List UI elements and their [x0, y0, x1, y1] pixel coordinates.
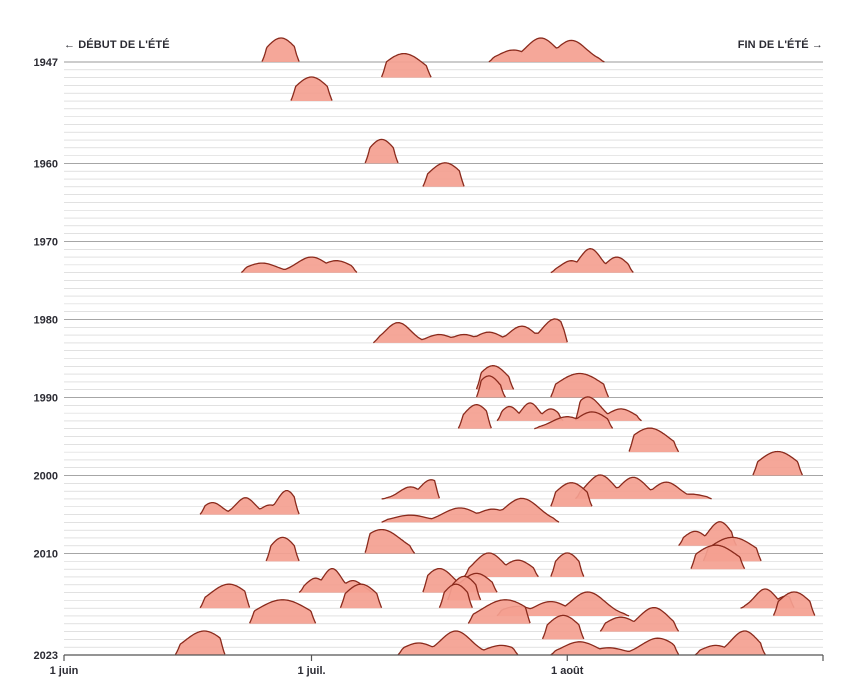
heatwave-outline-2009: [678, 521, 737, 546]
heatwave-1990: [550, 373, 609, 398]
y-axis-year-labels: 1947 1960 1970 1980 1990 2000 2010 2023: [34, 57, 58, 662]
heatwave-1994: [458, 404, 492, 429]
heatwave-outline-2023: [174, 630, 226, 655]
year-label: 1960: [34, 158, 58, 170]
heatwave-outline-2019: [467, 599, 531, 624]
heatwave-outline-2011: [265, 536, 300, 562]
heatwave-1993: [497, 402, 564, 421]
heatwave-1963: [422, 162, 465, 187]
heatwave-2023: [550, 638, 679, 655]
heatwave-outline-2020: [599, 606, 680, 632]
x-tick-label: 1 août: [551, 665, 584, 677]
year-label: 2000: [34, 471, 58, 483]
heatwave-2003: [575, 475, 712, 499]
heatwave-2010: [365, 529, 415, 554]
heatwave-outline-1993: [496, 402, 564, 422]
heatwave-2013: [464, 553, 539, 577]
heatwave-2018: [773, 592, 815, 616]
year-label: 2010: [34, 549, 58, 561]
heatwave-2011: [266, 537, 300, 562]
heatwave-outline-1952: [290, 76, 333, 101]
heatwave-outline-2023: [550, 637, 680, 656]
heatwave-outline-1949: [380, 52, 432, 78]
heatwave-outline-2018: [772, 591, 816, 616]
heatwave-outline-2003: [381, 479, 441, 500]
heatwave-outline-1994: [534, 411, 614, 430]
heatwave-outline-2006: [381, 497, 560, 523]
heatwave-1947: [488, 38, 605, 62]
start-of-summer-label: ← DÉBUT DE L'ÉTÉ: [64, 38, 170, 51]
x-axis-ticks: 1 juin 1 juil. 1 août: [50, 655, 824, 677]
heatwave-outline-2023: [397, 630, 519, 656]
heatwave-outline-1974: [550, 248, 634, 274]
heatwave-2023: [695, 631, 766, 655]
year-label: 2023: [34, 650, 58, 662]
heatwave-outline-1990: [475, 375, 506, 398]
heatwave-1974: [550, 248, 634, 273]
heatwave-2021: [542, 615, 584, 640]
heatwave-2000: [752, 451, 803, 476]
heatwave-2005: [200, 490, 300, 515]
heatwave-1974: [241, 257, 357, 273]
heatwave-outline-2003: [575, 474, 712, 500]
heatwave-outline-1997: [628, 427, 680, 453]
heatwave-1994: [534, 411, 613, 429]
heatwave-outline-2019: [249, 599, 317, 624]
heatwave-outline-2021: [541, 614, 585, 640]
heatwave-1949: [381, 53, 432, 78]
heatwave-outline-1974: [240, 256, 358, 273]
heatwave-2019: [468, 599, 531, 624]
heatwave-1990: [476, 375, 506, 398]
heatwave-outline-2013: [550, 552, 585, 577]
heatwave-outline-1983: [372, 318, 568, 344]
heatwave-1997: [629, 428, 679, 453]
year-label: 1947: [34, 57, 58, 69]
heatwave-outline-2013: [463, 552, 539, 578]
heatwave-2013: [550, 553, 584, 577]
heatwave-2017: [340, 584, 382, 609]
heatwave-1960: [365, 139, 399, 164]
year-label: 1980: [34, 314, 58, 326]
heatwave-2017: [200, 584, 250, 609]
heatwave-outline-2017: [339, 583, 383, 608]
x-tick-label: 1 juil.: [297, 665, 325, 677]
heatwave-outline-2016: [447, 575, 482, 601]
heatwave-outline-2017: [199, 583, 251, 609]
heatwave-2018: [497, 592, 630, 616]
heatwave-outline-2012: [690, 544, 746, 570]
heatwave-2015: [422, 568, 498, 593]
heatwave-outline-2000: [752, 450, 803, 476]
heatwave-1952: [290, 77, 333, 101]
year-label: 1990: [34, 393, 58, 405]
heatwave-2004: [550, 482, 592, 507]
end-of-summer-label: FIN DE L'ÉTÉ →: [738, 38, 823, 51]
year-label: 1970: [34, 236, 58, 248]
heatwave-outline-1989: [475, 365, 515, 390]
heatwave-outline-2010: [364, 528, 416, 554]
heatwave-outline-1993: [574, 396, 642, 422]
heatwave-ridges: [174, 37, 816, 656]
heatwave-2017: [439, 584, 473, 609]
heatwave-outline-2005: [199, 489, 300, 515]
heatwave-outline-1963: [422, 162, 465, 187]
x-tick-label: 1 juin: [50, 665, 79, 677]
heatwave-1947: [262, 38, 300, 62]
heatwave-outline-2004: [550, 482, 593, 507]
heatwave-outline-2023: [694, 630, 766, 656]
heatwave-outline-2017: [438, 583, 473, 608]
heatwave-2023: [175, 631, 225, 655]
heatwave-2019: [249, 599, 316, 624]
heatwave-outline-1994: [457, 404, 492, 429]
heatwave-2020: [600, 607, 679, 632]
heatwave-outline-1990: [550, 372, 610, 398]
heatwave-outline-1947: [488, 37, 605, 63]
heatwave-outline-1947: [261, 37, 300, 62]
heatwave-1983: [373, 318, 568, 343]
heatwave-outline-1960: [364, 138, 399, 164]
